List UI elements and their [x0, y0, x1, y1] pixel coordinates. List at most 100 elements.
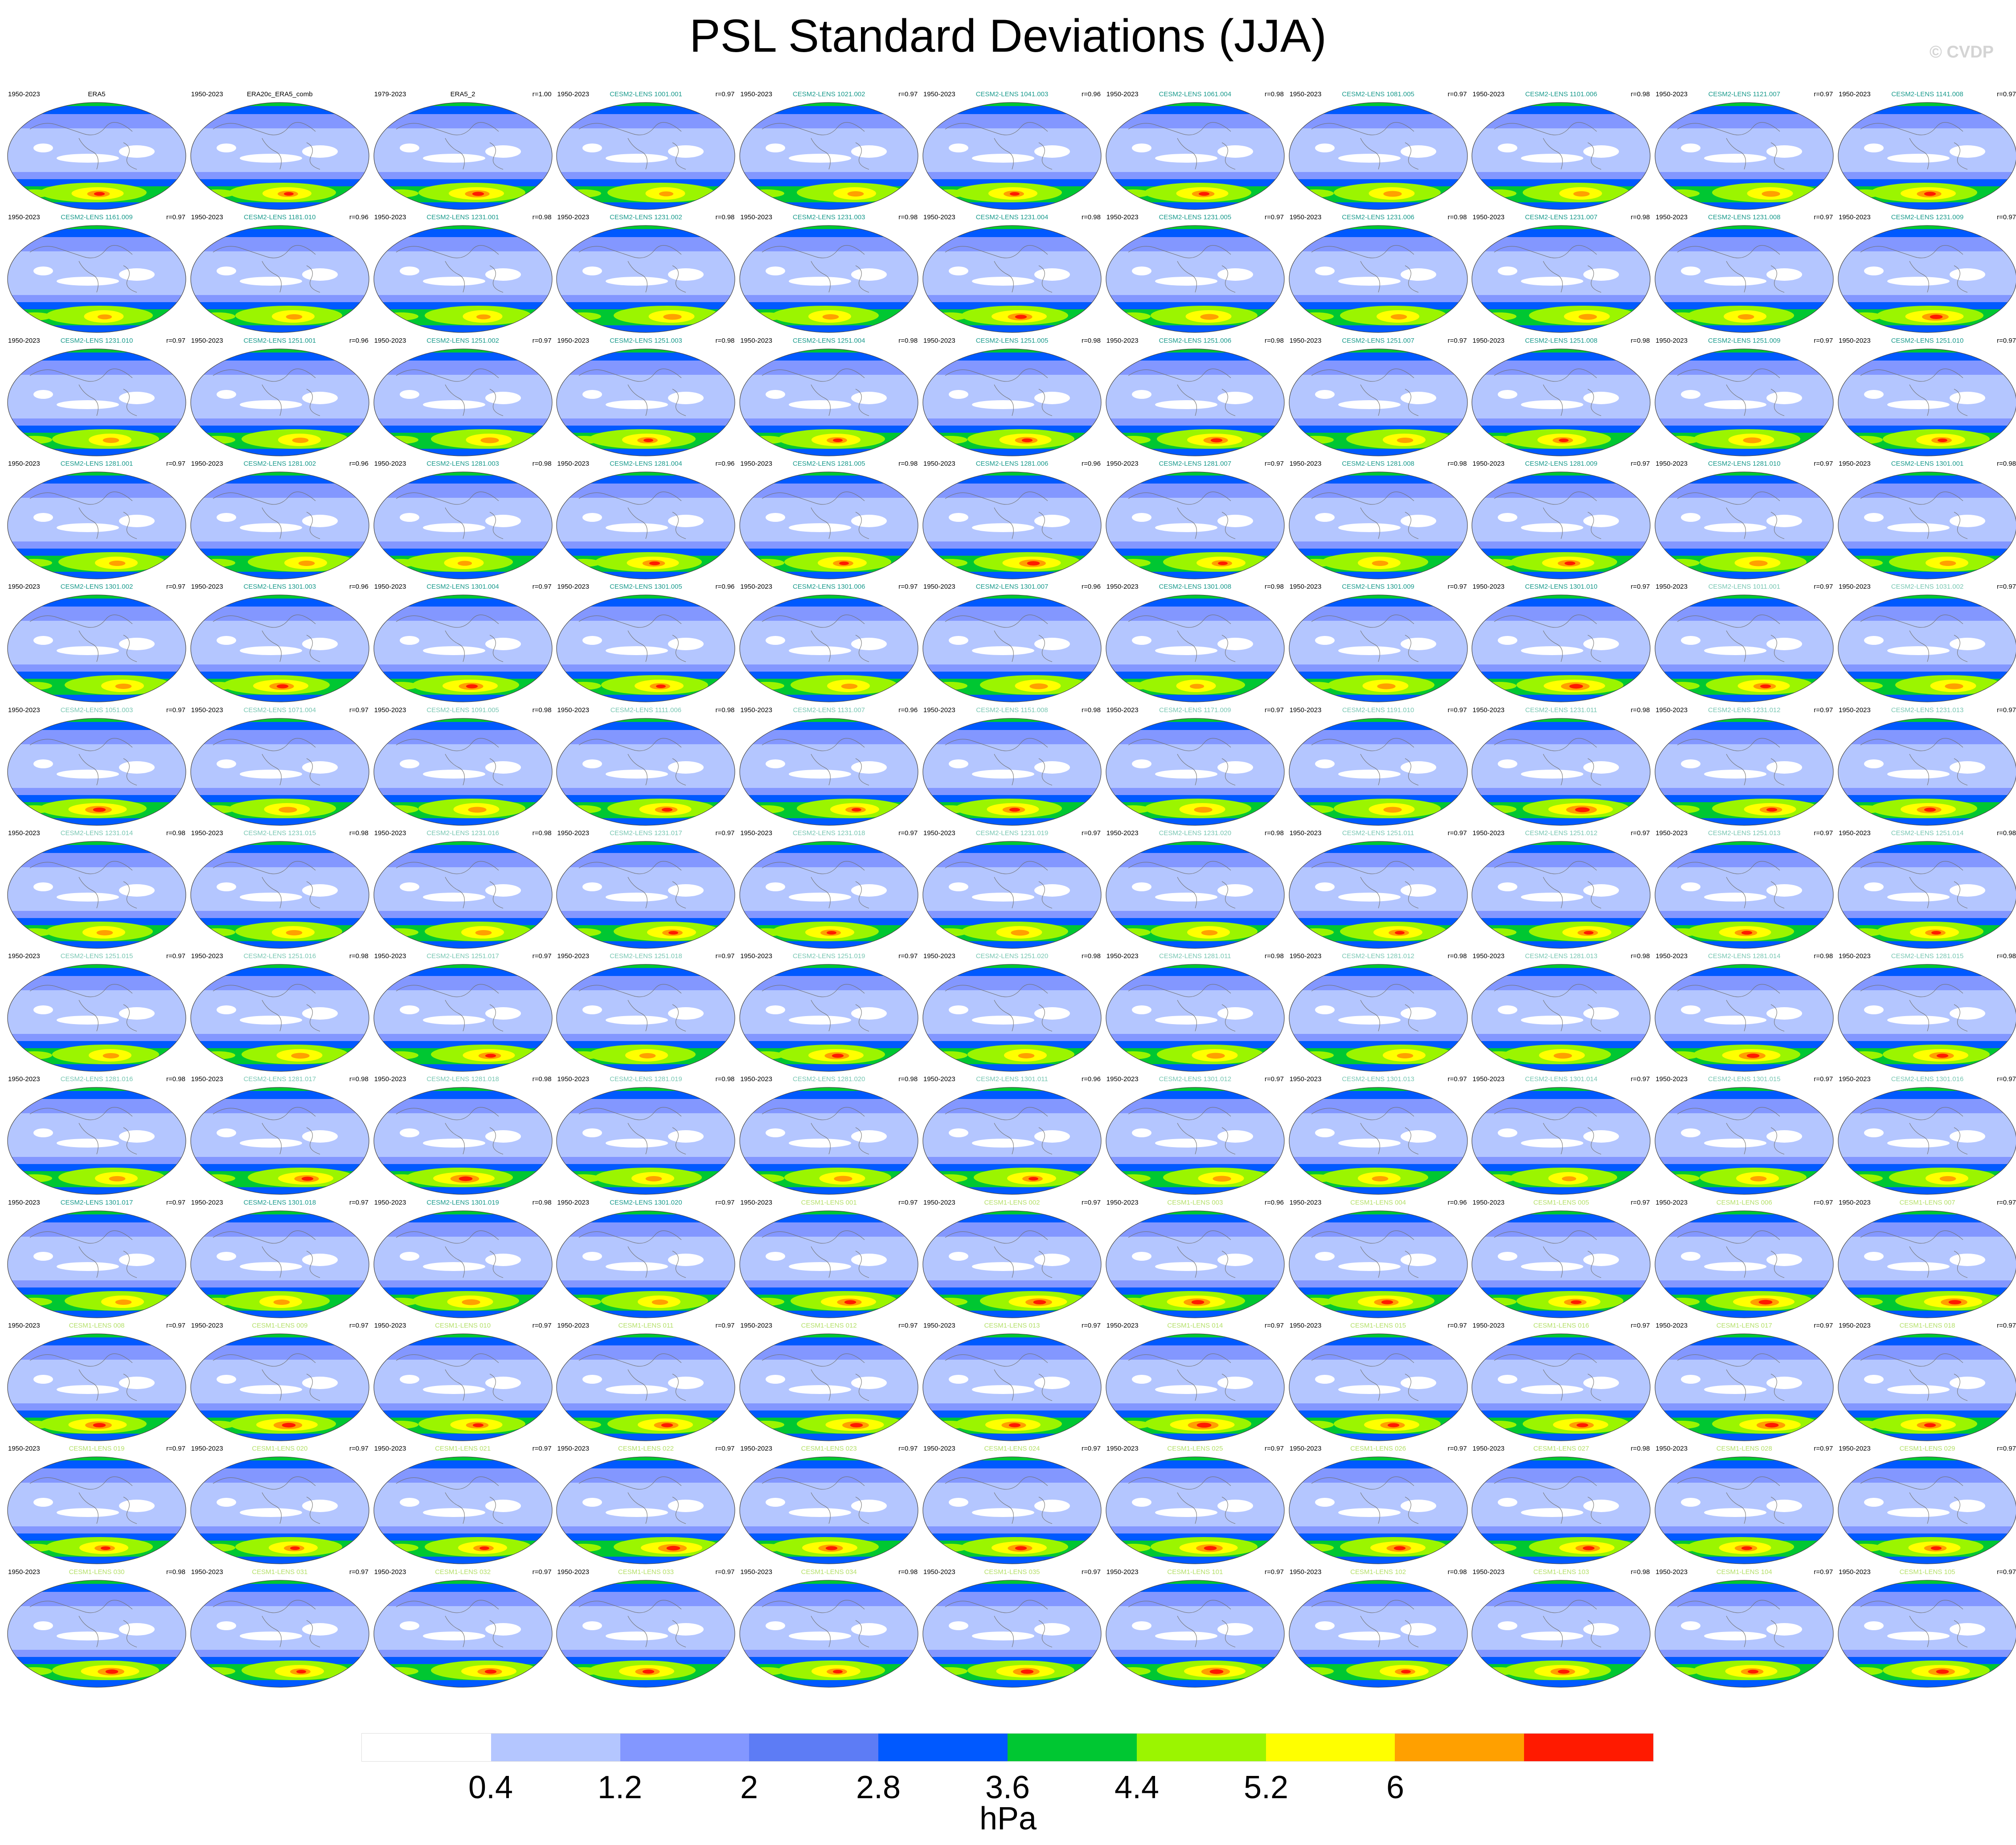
- panel-pattern-correlation-label: r=0.98: [349, 1075, 369, 1083]
- panel-dataset-label: CESM2-LENS 1231.001: [426, 213, 499, 221]
- panel-dataset-label: CESM2-LENS 1231.007: [1525, 213, 1598, 221]
- panel-dataset-label: CESM2-LENS 1011.001: [1708, 583, 1780, 591]
- map-panel: 1950-2023 CESM1-LENS 104 r=0.97: [1653, 1568, 1836, 1692]
- panel-pattern-correlation-label: r=0.98: [532, 213, 552, 221]
- globe-map: [373, 102, 553, 210]
- map-panel: 1950-2023 CESM1-LENS 033 r=0.97: [554, 1568, 737, 1692]
- map-panel: 1950-2023 CESM2-LENS 1251.009 r=0.97: [1653, 337, 1836, 460]
- panel-pattern-correlation-label: r=0.97: [1997, 706, 2016, 714]
- panel-dataset-label: CESM2-LENS 1101.006: [1525, 90, 1598, 98]
- globe-map: [739, 1087, 918, 1195]
- globe-map: [1655, 841, 1834, 949]
- panel-years-label: 1950-2023: [1106, 583, 1139, 591]
- panel-pattern-correlation-label: r=0.97: [1264, 706, 1284, 714]
- globe-map: [1106, 1456, 1285, 1564]
- globe-map: [7, 1210, 186, 1318]
- panel-dataset-label: CESM2-LENS 1281.008: [1342, 459, 1414, 467]
- panel-dataset-label: CESM2-LENS 1301.007: [975, 583, 1049, 591]
- panel-years-label: 1950-2023: [1289, 1568, 1322, 1576]
- panel-dataset-label: CESM2-LENS 1231.010: [60, 336, 133, 344]
- panel-pattern-correlation-label: r=0.96: [1447, 1198, 1467, 1206]
- panel-pattern-correlation-label: r=0.96: [349, 459, 369, 467]
- map-panel: 1950-2023 CESM2-LENS 1301.016 r=0.97: [1836, 1076, 2016, 1199]
- panel-pattern-correlation-label: r=1.00: [532, 90, 552, 98]
- map-panel: 1950-2023 CESM2-LENS 1301.004 r=0.97: [372, 583, 554, 706]
- panel-pattern-correlation-label: r=0.97: [166, 706, 185, 714]
- panel-dataset-label: CESM2-LENS 1021.002: [792, 90, 865, 98]
- panel-dataset-label: CESM1-LENS 016: [1533, 1322, 1589, 1329]
- panel-dataset-label: CESM1-LENS 102: [1350, 1568, 1406, 1576]
- panel-years-label: 1950-2023: [923, 952, 955, 960]
- map-panel: 1950-2023 CESM2-LENS 1231.018 r=0.97: [738, 829, 920, 953]
- panel-dataset-label: CESM2-LENS 1281.002: [243, 459, 316, 467]
- panel-pattern-correlation-label: r=0.97: [715, 1322, 735, 1329]
- panel-dataset-label: CESM2-LENS 1281.014: [1708, 952, 1781, 960]
- panel-pattern-correlation-label: r=0.98: [1447, 1568, 1467, 1576]
- panel-dataset-label: CESM2-LENS 1231.014: [60, 829, 133, 837]
- globe-map: [556, 472, 735, 579]
- panel-pattern-correlation-label: r=0.97: [898, 583, 918, 591]
- map-panel: 1950-2023 CESM2-LENS 1231.003 r=0.98: [738, 214, 920, 337]
- panel-dataset-label: CESM1-LENS 101: [1167, 1568, 1223, 1576]
- panel-years-label: 1950-2023: [8, 1568, 40, 1576]
- panel-dataset-label: CESM2-LENS 1231.020: [1159, 829, 1232, 837]
- globe-map: [1471, 964, 1651, 1072]
- colorbar-box: [1266, 1734, 1395, 1761]
- panel-years-label: 1950-2023: [557, 1445, 590, 1453]
- panel-years-label: 1950-2023: [1839, 1322, 1871, 1329]
- globe-map: [1106, 472, 1285, 579]
- globe-map: [1288, 472, 1468, 579]
- globe-map: [190, 1333, 369, 1441]
- panel-pattern-correlation-label: r=0.97: [1082, 1445, 1101, 1453]
- panel-pattern-correlation-label: r=0.97: [1447, 1322, 1467, 1329]
- map-panel: 1950-2023 CESM2-LENS 1251.011 r=0.97: [1287, 829, 1470, 953]
- globe-map: [556, 1210, 735, 1318]
- globe-map: [1838, 1333, 2016, 1441]
- map-panel: 1950-2023 CESM2-LENS 1301.015 r=0.97: [1653, 1076, 1836, 1199]
- panel-dataset-label: CESM2-LENS 1251.003: [610, 336, 682, 344]
- globe-map: [1838, 594, 2016, 702]
- map-panel: 1950-2023 CESM1-LENS 002 r=0.97: [921, 1199, 1103, 1322]
- panel-pattern-correlation-label: r=0.98: [1082, 336, 1101, 344]
- panel-years-label: 1950-2023: [557, 1322, 590, 1329]
- map-panel: 1950-2023 CESM2-LENS 1251.008 r=0.98: [1470, 337, 1652, 460]
- page-title: PSL Standard Deviations (JJA): [689, 10, 1327, 62]
- globe-map: [1288, 1456, 1468, 1564]
- globe-map: [1655, 1087, 1834, 1195]
- panel-dataset-label: CESM2-LENS 1281.018: [426, 1075, 499, 1083]
- panel-pattern-correlation-label: r=0.97: [898, 829, 918, 837]
- panel-pattern-correlation-label: r=0.97: [349, 1322, 369, 1329]
- panel-pattern-correlation-label: r=0.97: [1264, 1445, 1284, 1453]
- panel-pattern-correlation-label: r=0.97: [715, 829, 735, 837]
- panel-years-label: 1950-2023: [1289, 952, 1322, 960]
- panel-dataset-label: CESM1-LENS 010: [435, 1322, 491, 1329]
- panel-pattern-correlation-label: r=0.98: [532, 706, 552, 714]
- map-panel: 1950-2023 CESM2-LENS 1181.010 r=0.96: [188, 214, 371, 337]
- globe-map: [1655, 348, 1834, 456]
- panel-dataset-label: CESM1-LENS 030: [69, 1568, 125, 1576]
- panel-dataset-label: CESM2-LENS 1301.017: [60, 1198, 133, 1206]
- panel-years-label: 1950-2023: [1472, 459, 1505, 467]
- panel-dataset-label: CESM2-LENS 1251.018: [610, 952, 682, 960]
- map-panel: 1950-2023 CESM2-LENS 1251.019 r=0.97: [738, 953, 920, 1076]
- map-panel: 1950-2023 CESM2-LENS 1041.003 r=0.96: [921, 91, 1103, 214]
- globe-map: [1106, 1579, 1285, 1688]
- panel-years-label: 1950-2023: [1655, 1198, 1688, 1206]
- panel-years-label: 1950-2023: [1106, 213, 1139, 221]
- panel-years-label: 1950-2023: [8, 706, 40, 714]
- panel-pattern-correlation-label: r=0.96: [349, 583, 369, 591]
- panel-years-label: 1950-2023: [740, 459, 772, 467]
- colorbar-box: [620, 1734, 750, 1761]
- globe-map: [1655, 102, 1834, 210]
- globe-map: [7, 472, 186, 579]
- colorbar-box: [1524, 1734, 1653, 1761]
- panel-years-label: 1950-2023: [8, 1322, 40, 1329]
- map-panel: 1950-2023 CESM2-LENS 1251.002 r=0.97: [372, 337, 554, 460]
- panel-years-label: 1950-2023: [1839, 213, 1871, 221]
- panel-dataset-label: CESM2-LENS 1301.015: [1708, 1075, 1781, 1083]
- panel-pattern-correlation-label: r=0.97: [166, 336, 185, 344]
- panel-pattern-correlation-label: r=0.98: [1264, 90, 1284, 98]
- panel-pattern-correlation-label: r=0.97: [166, 1198, 185, 1206]
- panel-pattern-correlation-label: r=0.97: [1631, 459, 1650, 467]
- map-panel: 1950-2023 CESM1-LENS 034 r=0.98: [738, 1568, 920, 1692]
